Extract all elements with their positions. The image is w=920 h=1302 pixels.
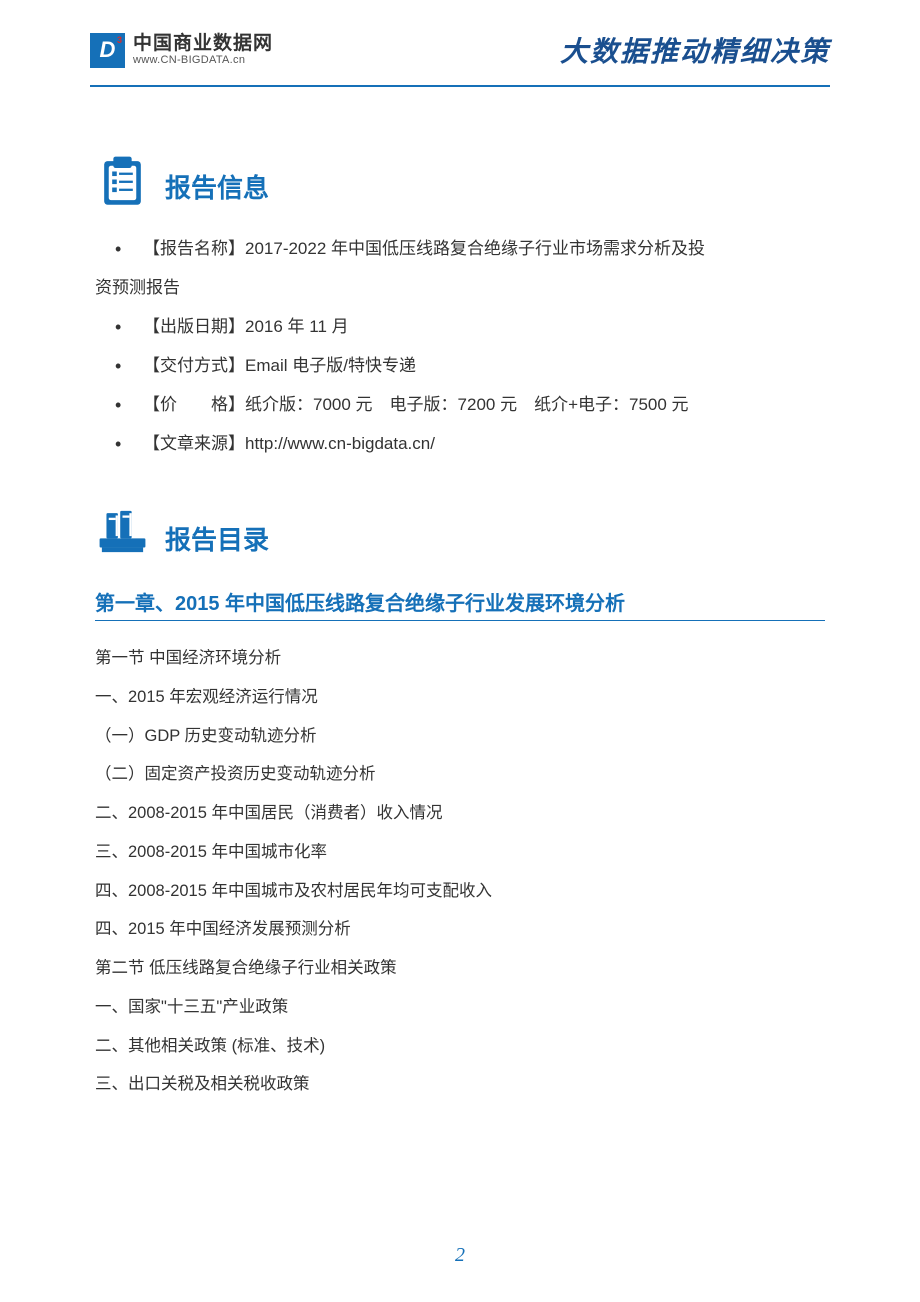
toc-item: 第二节 低压线路复合绝缘子行业相关政策 (95, 949, 825, 988)
info-item-name-cont: 资预测报告 (95, 268, 825, 307)
section-report-info-title: 报告信息 (165, 168, 269, 207)
section-toc-header: 报告目录 (95, 504, 825, 559)
toc-item: 一、国家"十三五"产业政策 (95, 988, 825, 1027)
section-toc: 报告目录 第一章、2015 年中国低压线路复合绝缘子行业发展环境分析 第一节 中… (95, 504, 825, 1105)
info-item-name: 【报告名称】2017-2022 年中国低压线路复合绝缘子行业市场需求分析及投 (115, 229, 825, 268)
toc-item: 四、2008-2015 年中国城市及农村居民年均可支配收入 (95, 872, 825, 911)
chapter-title: 第一章、2015 年中国低压线路复合绝缘子行业发展环境分析 (95, 587, 825, 616)
chapter-underline (95, 620, 825, 622)
toc-item: 四、2015 年中国经济发展预测分析 (95, 910, 825, 949)
logo-chinese-name: 中国商业数据网 (133, 34, 273, 55)
toc-list: 第一节 中国经济环境分析 一、2015 年宏观经济运行情况 （一）GDP 历史变… (95, 639, 825, 1104)
toc-item: 三、出口关税及相关税收政策 (95, 1065, 825, 1104)
page-content: 报告信息 【报告名称】2017-2022 年中国低压线路复合绝缘子行业市场需求分… (0, 87, 920, 1104)
section-report-info-header: 报告信息 (95, 152, 825, 207)
page-number: 2 (0, 1244, 920, 1267)
info-item-source: 【文章来源】http://www.cn-bigdata.cn/ (115, 424, 825, 463)
clipboard-icon (95, 152, 150, 207)
logo-block: D 中国商业数据网 www.CN-BIGDATA.cn (90, 33, 273, 68)
toc-item: 三、2008-2015 年中国城市化率 (95, 833, 825, 872)
logo-icon: D (90, 33, 125, 68)
toc-item: （一）GDP 历史变动轨迹分析 (95, 717, 825, 756)
report-info-list: 【报告名称】2017-2022 年中国低压线路复合绝缘子行业市场需求分析及投 (95, 229, 825, 268)
report-info-list-cont: 【出版日期】2016 年 11 月 【交付方式】Email 电子版/特快专递 【… (95, 307, 825, 463)
toc-item: （二）固定资产投资历史变动轨迹分析 (95, 755, 825, 794)
toc-item: 一、2015 年宏观经济运行情况 (95, 678, 825, 717)
toc-item: 二、其他相关政策 (标准、技术) (95, 1027, 825, 1066)
header-slogan: 大数据推动精细决策 (560, 30, 830, 70)
info-item-delivery: 【交付方式】Email 电子版/特快专递 (115, 346, 825, 385)
toc-item: 二、2008-2015 年中国居民（消费者）收入情况 (95, 794, 825, 833)
toc-item: 第一节 中国经济环境分析 (95, 639, 825, 678)
info-item-date: 【出版日期】2016 年 11 月 (115, 307, 825, 346)
logo-text-block: 中国商业数据网 www.CN-BIGDATA.cn (133, 34, 273, 67)
books-icon (95, 504, 150, 559)
section-toc-title: 报告目录 (165, 520, 269, 559)
page-header: D 中国商业数据网 www.CN-BIGDATA.cn 大数据推动精细决策 (0, 0, 920, 80)
info-item-price: 【价 格】纸介版：7000 元 电子版：7200 元 纸介+电子：7500 元 (115, 385, 825, 424)
logo-url: www.CN-BIGDATA.cn (133, 54, 273, 66)
